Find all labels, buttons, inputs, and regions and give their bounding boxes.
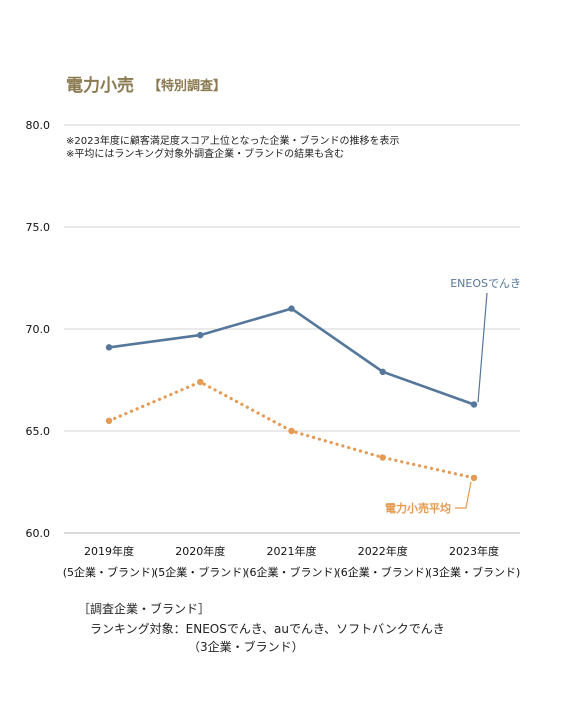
series-0-point-0	[105, 344, 113, 351]
series-1-label: 電力小売平均	[385, 501, 451, 515]
x-category-note-4: (3企業・ブランド)	[428, 565, 521, 579]
x-category-label-2: 2021年度	[267, 544, 317, 558]
footer-line-2: （3企業・ブランド）	[188, 639, 304, 654]
y-tick-label-3: 65.0	[26, 425, 51, 438]
y-tick-label-0: 80.0	[26, 119, 51, 132]
x-category-note-0: (5企業・ブランド)	[63, 565, 156, 579]
series-1-point-0	[105, 417, 113, 424]
series-1-point-4	[470, 474, 478, 482]
note-2: ※平均にはランキング対象外調査企業・ブランドの結果も含む	[66, 147, 344, 160]
y-tick-label-1: 75.0	[26, 221, 51, 234]
footer-line-1: ランキング対象：ENEOSでんき、auでんき、ソフトバンクでんき	[90, 622, 445, 636]
y-tick-label-2: 70.0	[26, 323, 51, 336]
note-1: ※2023年度に顧客満足度スコア上位となった企業・ブランドの推移を表示	[66, 134, 400, 147]
x-category-label-4: 2023年度	[449, 544, 499, 558]
series-0-leader-line	[477, 292, 488, 403]
x-category-label-0: 2019年度	[84, 544, 134, 558]
series-0-point-3	[379, 368, 386, 376]
x-category-note-3: (6企業・ブランド)	[336, 565, 429, 579]
footer-heading: ［調査企業・ブランド］	[78, 601, 210, 616]
series-line-0	[107, 307, 476, 406]
series-1-point-1	[197, 378, 204, 386]
series-0-label: ENEOSでんき	[450, 277, 521, 290]
series-0-point-2	[288, 305, 295, 312]
y-tick-label-4: 60.0	[26, 527, 51, 540]
x-category-label-3: 2022年度	[358, 544, 408, 558]
series-1-leader-line	[455, 481, 472, 509]
page-title: 電力小売	[66, 75, 134, 96]
page-subtitle: 【特別調査】	[148, 78, 226, 94]
x-category-note-1: (5企業・ブランド)	[154, 565, 247, 579]
series-0-point-4	[470, 401, 478, 408]
series-1-point-3	[379, 454, 386, 461]
series-0-point-1	[197, 331, 204, 339]
x-category-label-1: 2020年度	[175, 544, 225, 558]
series-1-point-2	[288, 427, 295, 435]
y-axis-ticks: 80.0 75.0 70.0 65.0 60.0	[26, 119, 51, 540]
grid-lines	[64, 124, 520, 534]
x-axis-categories: 2019年度 (5企業・ブランド) 2020年度 (5企業・ブランド) 2021年度 (6…	[63, 544, 521, 579]
x-category-note-2: (6企業・ブランド)	[245, 565, 338, 579]
